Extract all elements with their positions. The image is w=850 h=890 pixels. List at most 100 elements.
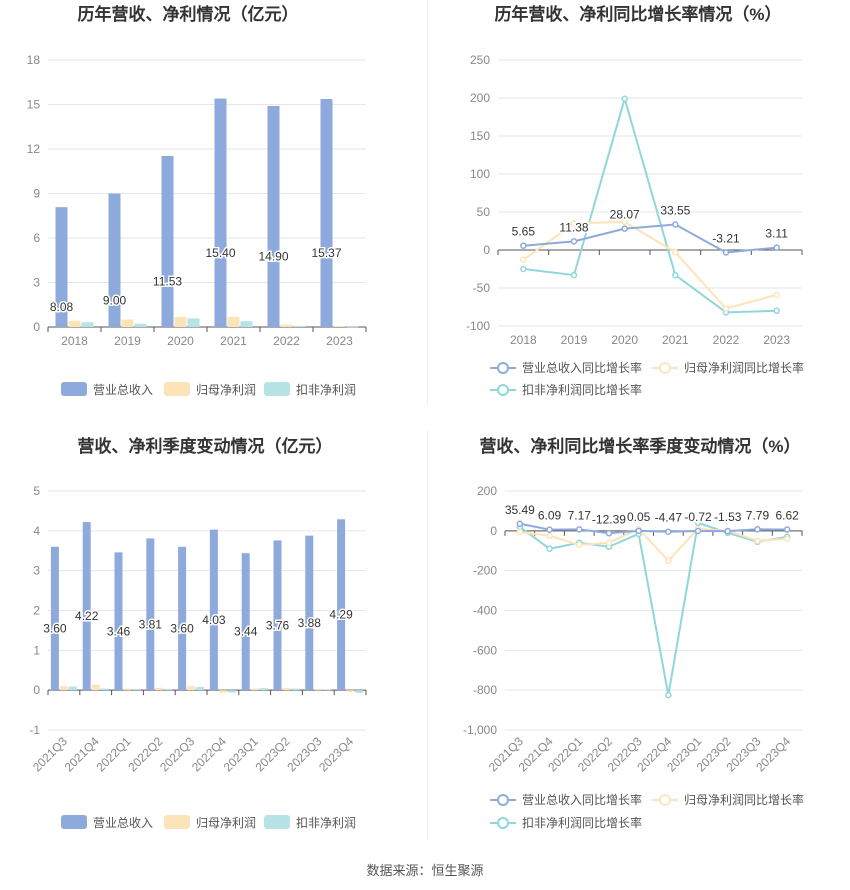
y-tick-label: 100 <box>470 167 490 181</box>
y-tick-label: 12 <box>27 142 41 156</box>
series-point <box>635 527 642 535</box>
bar-data-label: 15.37 <box>311 246 341 260</box>
bar-revenue <box>267 105 280 327</box>
series-point <box>665 691 672 699</box>
bar-deducted-profit <box>134 323 147 327</box>
bar-net-profit <box>123 688 132 691</box>
y-tick-label: 2 <box>33 604 40 618</box>
line-data-label: 35.49 <box>505 503 535 517</box>
y-tick-label: -600 <box>473 643 497 657</box>
line-data-label: 7.79 <box>746 508 770 522</box>
y-tick-label: -1 <box>29 723 40 737</box>
y-tick-label: 9 <box>33 187 40 201</box>
y-tick-label: -1,000 <box>463 723 497 737</box>
bar-data-label: 14.90 <box>258 249 288 263</box>
legend-swatch <box>264 382 290 396</box>
bar-deducted-profit <box>355 690 364 693</box>
series-point <box>516 520 524 528</box>
series-line-1 <box>519 527 788 563</box>
bar-revenue <box>161 155 174 327</box>
y-tick-label: 6 <box>33 231 40 245</box>
bar-deducted-profit <box>346 326 359 328</box>
x-tick-label: 2018 <box>61 334 88 348</box>
bar-net-profit <box>187 686 196 691</box>
bar-revenue <box>305 535 314 691</box>
series-point <box>783 535 791 543</box>
line-data-label: 7.17 <box>568 508 592 522</box>
legend-marker <box>497 384 509 396</box>
data-source-note: 数据来源：恒生聚源 <box>366 863 484 878</box>
line-data-label: 33.55 <box>660 204 690 218</box>
series-point <box>570 238 578 245</box>
bar-deducted-profit <box>81 322 94 327</box>
bar-deducted-profit <box>100 688 109 691</box>
y-tick-label: 1 <box>33 643 40 657</box>
series-point <box>672 249 679 256</box>
bar-data-label: 3.44 <box>234 625 258 639</box>
line-data-label: -1.53 <box>714 510 742 524</box>
bar-revenue <box>146 538 155 691</box>
legend-marker <box>497 794 509 806</box>
series-point <box>621 95 628 103</box>
line-data-label: 5.65 <box>512 225 536 239</box>
x-tick-label: 2020 <box>611 333 638 347</box>
series-point <box>570 220 578 227</box>
line-data-label: 11.38 <box>559 220 588 234</box>
bar-data-label: 3.81 <box>139 617 163 631</box>
legend-label: 归母净利润 <box>196 816 256 830</box>
series-point <box>754 537 761 545</box>
bar-revenue <box>337 519 346 691</box>
chart-annual-growth: 历年营收、净利同比增长率情况（%） -100 -50 0 50 100 150 200 250 2… <box>466 4 804 397</box>
bar-net-profit <box>174 316 187 327</box>
series-point <box>546 526 553 533</box>
x-tick-label: 2020 <box>167 334 194 348</box>
legend-swatch <box>264 815 290 829</box>
panel-divider <box>427 430 428 840</box>
series-point <box>621 218 628 226</box>
legend-marker <box>659 362 671 374</box>
legend-label: 扣非净利润同比增长率 <box>522 815 642 830</box>
bar-revenue <box>320 99 333 328</box>
legend-swatch <box>164 382 190 396</box>
series-point <box>773 307 780 315</box>
panel-divider <box>427 0 428 405</box>
series-point <box>576 541 583 549</box>
y-tick-label: 5 <box>33 484 40 498</box>
y-tick-label: 0 <box>490 524 497 538</box>
series-point <box>722 249 730 256</box>
x-tick-label: 2018 <box>510 333 537 347</box>
y-tick-label: 3 <box>33 276 40 290</box>
bar-net-profit <box>282 687 291 691</box>
x-tick-label: 2021 <box>220 334 247 348</box>
bar-deducted-profit <box>259 688 268 691</box>
line-data-label: -12.39 <box>592 512 626 526</box>
x-tick-label: 2022 <box>713 333 740 347</box>
series-line-2 <box>519 521 788 696</box>
series-point <box>605 539 613 547</box>
bar-revenue <box>178 546 187 691</box>
legend-swatch <box>164 815 190 829</box>
line-data-label: 0.05 <box>627 510 651 524</box>
legend-marker <box>659 794 671 806</box>
bar-deducted-profit <box>240 321 253 327</box>
bar-deducted-profit <box>227 690 236 693</box>
bar-deducted-profit <box>132 688 141 691</box>
y-tick-label: 18 <box>27 53 41 67</box>
bar-revenue <box>50 546 59 691</box>
line-data-label: 3.11 <box>765 227 788 241</box>
legend-label: 扣非净利润同比增长率 <box>522 382 642 397</box>
bar-revenue <box>114 552 123 691</box>
chart-title: 历年营收、净利同比增长率情况（%） <box>494 4 781 24</box>
bar-revenue <box>214 98 227 327</box>
bar-deducted-profit <box>68 686 77 691</box>
series-point <box>694 527 702 535</box>
bar-data-label: 3.76 <box>266 618 290 632</box>
series-point <box>665 528 672 535</box>
legend-label: 归母净利润同比增长率 <box>684 360 804 375</box>
y-tick-label: 200 <box>477 484 497 498</box>
y-tick-label: 250 <box>470 53 490 67</box>
x-tick-label: 2021 <box>662 333 689 347</box>
line-data-label: 6.62 <box>775 509 799 523</box>
series-point <box>672 271 679 279</box>
